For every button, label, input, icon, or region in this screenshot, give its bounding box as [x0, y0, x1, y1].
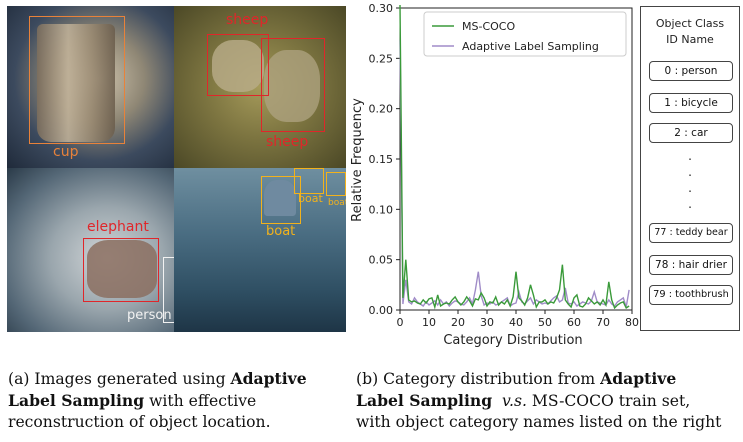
- detection-box-boat-3: [326, 172, 346, 196]
- detection-label-person: person: [127, 308, 172, 323]
- legend-label: MS-COCO: [462, 20, 515, 33]
- caption-right-bold-2: Label Sampling: [356, 391, 493, 410]
- detection-box-boat-2: [294, 168, 324, 194]
- y-tick-label: 0.15: [369, 153, 394, 166]
- series-line-adaptive-label-sampling: [399, 40, 630, 308]
- detection-box-sheep-1: [207, 34, 269, 96]
- detection-box-sheep-2: [261, 38, 325, 132]
- elephant-shape: [87, 240, 157, 298]
- caption-left-bold-2: Label Sampling: [8, 391, 145, 410]
- detection-label-boat-3: boat: [328, 198, 346, 208]
- object-class-legend: Object Class ID Name 0 : person 1 : bicy…: [640, 6, 740, 331]
- detection-box-cup: [29, 16, 125, 144]
- caption-left: (a) Images generated using Adaptive Labe…: [8, 368, 338, 433]
- y-tick-label: 0.00: [369, 304, 394, 317]
- detection-label-boat-1: boat: [266, 224, 296, 239]
- class-item-hair-drier: 78 : hair drier: [649, 255, 733, 275]
- ellipsis-dot: .: [688, 181, 692, 195]
- caption-right-text-3: with object category names listed on the…: [356, 413, 722, 431]
- caption-right-text: (b) Category distribution from: [356, 370, 601, 388]
- caption-right-bold: Adaptive: [600, 369, 677, 388]
- detection-label-elephant: elephant: [87, 219, 149, 235]
- detection-box-elephant: [83, 238, 159, 302]
- boat-shape: [264, 180, 296, 216]
- x-axis-label: Category Distribution: [443, 333, 582, 348]
- cup-shape: [37, 24, 115, 142]
- caption-right: (b) Category distribution from Adaptive …: [356, 368, 742, 433]
- series-line-ms-coco: [399, 4, 630, 310]
- ellipsis-dot: .: [688, 149, 692, 163]
- y-axis-label: Relative Frequency: [350, 98, 365, 222]
- x-tick-label: 0: [397, 316, 404, 329]
- caption-left-text: (a) Images generated using: [8, 370, 231, 388]
- detection-label-sheep-2: sheep: [266, 134, 309, 150]
- y-tick-label: 0.25: [369, 52, 394, 65]
- detection-box-person: [163, 257, 174, 323]
- x-tick-label: 70: [596, 316, 610, 329]
- sheep-shape-1: [212, 40, 264, 92]
- category-distribution-chart: 0.00 0.05 0.10 0.15 0.20 0.25 0.30 0 10 20 30 40 50 6…: [350, 2, 639, 348]
- legend-label: Adaptive Label Sampling: [462, 40, 599, 53]
- sheep-shape-2: [264, 50, 320, 122]
- class-item-toothbrush: 79 : toothbrush: [649, 285, 733, 305]
- class-item-bicycle: 1 : bicycle: [649, 93, 733, 113]
- x-tick-label: 20: [451, 316, 465, 329]
- id-name-title: ID Name: [666, 33, 714, 46]
- detection-label-boat-2: boat: [298, 192, 323, 205]
- caption-right-text-2: MS-COCO train set,: [526, 392, 691, 410]
- image-tile-cup: cup: [7, 6, 174, 168]
- ellipsis-dot: .: [688, 165, 692, 179]
- y-tick-label: 0.30: [369, 2, 394, 15]
- y-tick-label: 0.05: [369, 254, 394, 267]
- chart-legend: [423, 11, 627, 57]
- x-tick-label: 50: [538, 316, 552, 329]
- caption-left-text-3: reconstruction of object location.: [8, 413, 271, 431]
- caption-right-italic: v.s.: [502, 392, 527, 410]
- x-tick-label: 10: [422, 316, 436, 329]
- class-item-teddy-bear: 77 : teddy bear: [649, 223, 733, 243]
- detection-label-sheep-1: sheep: [226, 12, 269, 28]
- x-tick-label: 30: [480, 316, 494, 329]
- y-tick-label: 0.10: [369, 203, 394, 216]
- object-class-title: Object Class: [655, 17, 725, 30]
- detection-box-boat-1: [261, 176, 301, 224]
- x-tick-label: 80: [625, 316, 639, 329]
- image-tile-boat: boat boat boat: [174, 168, 346, 332]
- image-tile-elephant: elephant person: [7, 168, 174, 332]
- caption-left-bold: Adaptive: [230, 369, 307, 388]
- y-tick-label: 0.20: [369, 103, 394, 116]
- image-tile-sheep: sheep sheep: [174, 6, 346, 168]
- generated-images-grid: cup sheep sheep elephant person boat boa…: [7, 6, 346, 332]
- detection-label-cup: cup: [53, 144, 79, 160]
- class-item-car: 2 : car: [649, 123, 733, 143]
- caption-left-text-2: with effective: [144, 392, 257, 410]
- class-item-person: 0 : person: [649, 61, 733, 81]
- ellipsis-dot: .: [688, 197, 692, 211]
- x-tick-label: 60: [567, 316, 581, 329]
- x-tick-label: 40: [509, 316, 523, 329]
